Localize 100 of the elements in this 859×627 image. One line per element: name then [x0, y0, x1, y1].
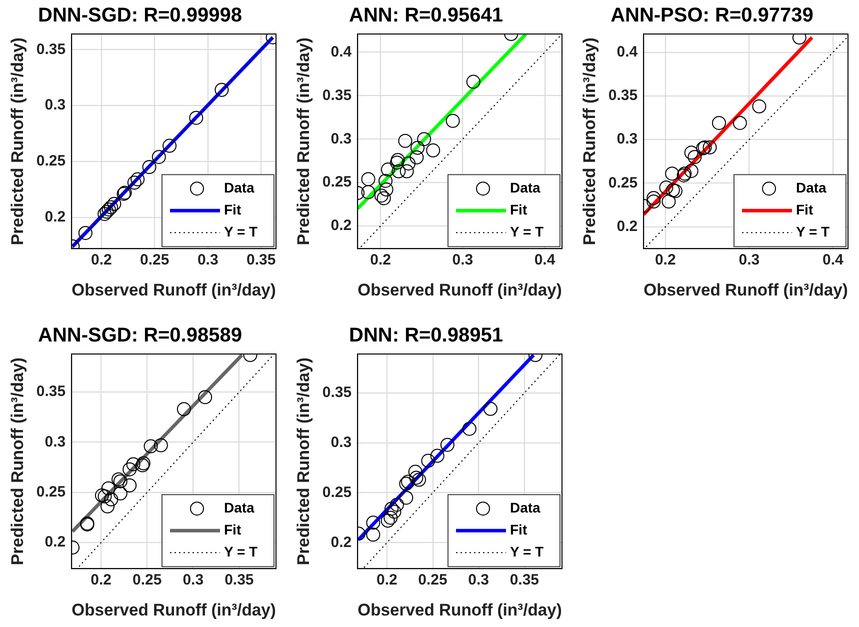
legend-label: Data [224, 179, 255, 196]
point [446, 114, 460, 128]
point [440, 438, 454, 452]
y-tick-label: 0.3 [330, 130, 352, 148]
point [379, 182, 394, 197]
y-tick-label: 0.25 [322, 484, 352, 501]
point [410, 150, 424, 164]
point [100, 499, 115, 514]
x-tick-label: 0.3 [182, 572, 204, 589]
y-tick-label: 0.25 [322, 174, 352, 191]
y-tick-label: 0.25 [608, 174, 638, 192]
point [94, 488, 109, 502]
chart-title: DNN-SGD: R=0.99998 [38, 4, 242, 27]
x-tick-label: 0.4 [534, 252, 556, 269]
chart-title: DNN: R=0.98951 [349, 324, 503, 347]
legend-label: Fit [510, 201, 528, 218]
x-tick-label: 0.3 [452, 252, 474, 269]
point [668, 184, 682, 198]
point [122, 462, 137, 476]
x-axis-title: Observed Runoff (in³/day) [358, 280, 562, 300]
y-tick-label: 0.4 [330, 43, 352, 60]
x-tick-label: 0.3 [468, 572, 490, 589]
point [409, 470, 424, 485]
y-tick-label: 0.2 [330, 534, 352, 551]
y-tick-label: 0.25 [36, 152, 66, 170]
point [126, 457, 140, 472]
point [684, 164, 698, 178]
point [366, 516, 380, 530]
point [684, 146, 698, 160]
point [410, 140, 425, 155]
point [665, 166, 680, 181]
legend-label: Y = T [224, 543, 258, 560]
x-tick-label: 0.25 [140, 252, 170, 269]
point [666, 183, 680, 198]
y-tick-label: 0.2 [44, 208, 66, 226]
point [662, 194, 676, 208]
point [361, 172, 376, 186]
point [378, 174, 393, 188]
point [417, 132, 432, 146]
point [390, 156, 404, 170]
legend-label: Data [224, 499, 255, 516]
point [400, 164, 414, 178]
point [646, 191, 661, 206]
legend-label: Y = T [796, 223, 830, 240]
y-tick-label: 0.25 [36, 484, 66, 501]
y-tick-label: 0.35 [36, 40, 66, 58]
point [430, 448, 444, 463]
point [392, 164, 406, 178]
y-axis-title: Predicted Runoff (in³/day) [8, 37, 27, 246]
point [421, 454, 436, 468]
y-tick-label: 0.35 [608, 87, 638, 104]
point [214, 82, 229, 97]
legend-label: Fit [224, 201, 242, 218]
point [78, 226, 92, 240]
x-axis-title: Observed Runoff (in³/day) [72, 280, 276, 300]
point [127, 176, 142, 190]
point [380, 514, 395, 528]
point [176, 402, 191, 416]
legend-label: Data [796, 179, 827, 196]
point [366, 528, 380, 542]
x-tick-label: 0.3 [197, 252, 218, 269]
y-axis-title: Predicted Runoff (in³/day) [8, 357, 27, 566]
x-tick-label: 0.25 [132, 572, 162, 589]
chart-title: ANN-PSO: R=0.97739 [610, 4, 814, 27]
point [390, 498, 404, 512]
point [361, 185, 376, 200]
legend-label: Fit [224, 521, 242, 538]
point [152, 150, 166, 164]
y-tick-label: 0.3 [330, 434, 352, 451]
point [659, 180, 674, 195]
legend-label: Data [510, 179, 541, 196]
point [484, 402, 498, 416]
x-tick-label: 0.25 [418, 572, 448, 589]
x-tick-label: 0.2 [90, 572, 112, 589]
y-tick-label: 0.3 [44, 96, 66, 114]
point [101, 481, 116, 496]
y-tick-label: 0.35 [322, 86, 352, 104]
x-tick-label: 0.4 [822, 252, 844, 269]
point [122, 478, 137, 492]
point [408, 464, 422, 479]
point [98, 489, 112, 504]
y-axis-title: Predicted Runoff (in³/day) [580, 37, 599, 246]
x-tick-label: 0.35 [510, 572, 540, 589]
point [107, 196, 122, 211]
point [401, 156, 416, 170]
point [462, 422, 476, 436]
chart-title: ANN: R=0.95641 [349, 4, 503, 27]
point [189, 110, 204, 125]
y-tick-label: 0.35 [322, 384, 352, 402]
y-axis-title: Predicted Runoff (in³/day) [294, 37, 313, 246]
point [104, 492, 118, 506]
y-tick-label: 0.3 [44, 433, 66, 450]
y-axis-title: Predicted Runoff (in³/day) [294, 357, 313, 566]
point [398, 134, 412, 148]
point [752, 99, 766, 114]
point [712, 116, 726, 130]
point [162, 138, 177, 153]
x-tick-label: 0.2 [376, 572, 398, 589]
legend-label: Y = T [510, 543, 544, 560]
point [142, 160, 156, 174]
